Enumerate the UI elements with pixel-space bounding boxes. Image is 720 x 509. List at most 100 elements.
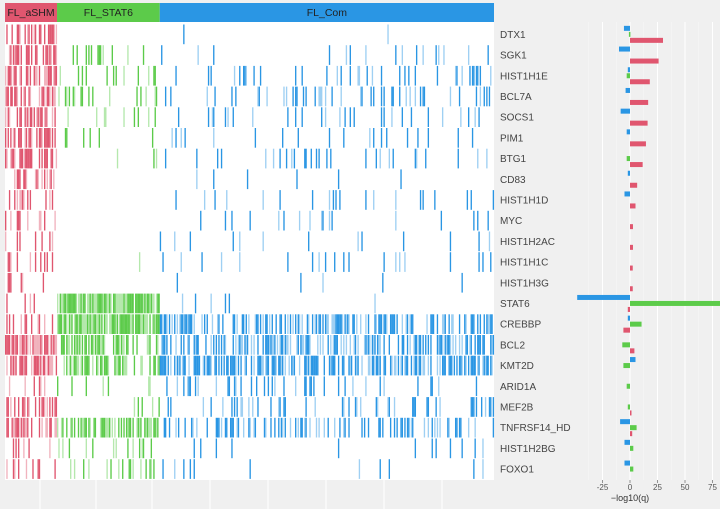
mutation-cell <box>293 148 296 169</box>
mutation-cell <box>438 335 440 355</box>
mutation-cell <box>42 45 45 65</box>
mutation-cell <box>127 417 129 438</box>
mutation-cell <box>127 438 129 459</box>
mutation-cell <box>310 376 312 397</box>
mutation-cell <box>62 293 64 314</box>
mutation-cell <box>296 169 298 190</box>
mutation-cell <box>187 314 189 334</box>
mutation-cell <box>309 335 311 355</box>
mutation-cell <box>354 335 357 355</box>
mutation-cell <box>97 45 99 65</box>
gene-label: BCL2 <box>500 340 525 351</box>
mutation-cell <box>8 65 11 86</box>
mutation-cell <box>306 335 309 355</box>
mutation-cell <box>483 86 485 107</box>
mutation-cell <box>175 128 177 148</box>
mutation-cell <box>38 128 41 148</box>
mutation-cell <box>291 355 293 376</box>
mutation-cell <box>304 355 306 376</box>
mutation-cell <box>38 355 41 376</box>
mutation-cell <box>86 314 89 334</box>
mutation-cell <box>207 65 210 86</box>
mutation-cell <box>231 355 233 376</box>
mutation-cell <box>102 335 104 355</box>
mutation-cell <box>280 417 283 438</box>
gene-label: ARID1A <box>500 382 536 393</box>
mutation-cell <box>400 417 402 438</box>
mutation-cell <box>120 335 123 355</box>
mutation-cell <box>151 397 154 417</box>
mutation-cell <box>280 355 283 376</box>
mutation-cell <box>388 397 391 417</box>
mutation-cell <box>284 397 286 417</box>
mutation-cell <box>149 417 151 438</box>
mutation-cell <box>376 355 379 376</box>
mutation-cell <box>123 355 125 376</box>
enrichment-bar-fl_com <box>625 87 630 93</box>
mutation-cell <box>365 335 367 355</box>
mutation-cell <box>46 169 48 190</box>
mutation-cell <box>284 314 286 334</box>
mutation-cell <box>189 314 192 334</box>
mutation-cell <box>45 335 47 355</box>
mutation-cell <box>23 86 25 107</box>
mutation-cell <box>357 231 359 252</box>
mutation-cell <box>270 397 272 417</box>
mutation-cell <box>154 107 156 127</box>
mutation-cell <box>142 45 145 65</box>
mutation-cell <box>330 355 332 376</box>
mutation-cell <box>76 355 78 376</box>
enrichment-bar-fl_ashm <box>630 99 649 105</box>
mutation-cell <box>284 335 286 355</box>
enrichment-bar-fl_com <box>624 439 630 445</box>
mutation-cell <box>213 128 215 148</box>
mutation-cell <box>164 314 167 334</box>
mutation-cell <box>29 293 32 314</box>
mutation-cell <box>7 107 9 127</box>
enrichment-bar-fl_com <box>620 419 630 425</box>
mutation-cell <box>70 314 72 334</box>
mutation-cell <box>207 355 210 376</box>
mutation-cell <box>232 314 234 334</box>
mutation-cell <box>431 376 433 397</box>
mutation-cell <box>332 190 335 210</box>
mutation-cell <box>491 355 493 376</box>
mutation-cell <box>132 293 134 314</box>
mutation-cell <box>253 335 255 355</box>
mutation-cell <box>464 355 466 376</box>
mutation-cell <box>470 190 472 210</box>
mutation-cell <box>226 190 228 210</box>
mutation-cell <box>283 397 285 417</box>
mutation-cell <box>344 376 346 397</box>
mutation-cell <box>382 417 384 438</box>
group-label: FL_Com <box>307 7 348 19</box>
mutation-cell <box>380 86 383 107</box>
mutation-cell <box>19 355 21 376</box>
mutation-cell <box>470 335 472 355</box>
mutation-cell <box>45 417 47 438</box>
enrichment-bar-fl_ashm <box>630 348 635 354</box>
mutation-cell <box>18 45 20 65</box>
mutation-cell <box>72 86 74 107</box>
mutation-cell <box>119 355 121 376</box>
mutation-cell <box>430 314 432 334</box>
mutation-cell <box>194 293 197 314</box>
mutation-cell <box>66 314 68 334</box>
mutation-cell <box>41 86 43 107</box>
mutation-cell <box>492 417 495 438</box>
mutation-cell <box>228 293 231 314</box>
mutation-cell <box>326 314 328 334</box>
mutation-cell <box>213 335 215 355</box>
mutation-cell <box>180 335 182 355</box>
mutation-cell <box>106 459 108 479</box>
mutation-cell <box>24 397 26 417</box>
mutation-cell <box>197 335 199 355</box>
mutation-cell <box>492 190 495 210</box>
mutation-cell <box>392 148 394 169</box>
mutation-cell <box>265 314 267 334</box>
mutation-cell <box>157 293 159 314</box>
mutation-cell <box>435 45 437 65</box>
mutation-cell <box>203 190 206 210</box>
mutation-cell <box>348 252 350 272</box>
